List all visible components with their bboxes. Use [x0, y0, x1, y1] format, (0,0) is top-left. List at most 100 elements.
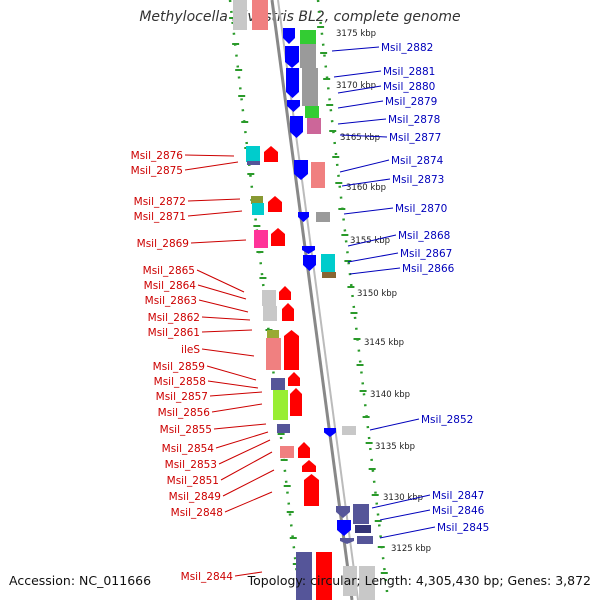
accession-text: Accession: NC_011666	[9, 573, 152, 588]
outer-dotted-ring	[316, 0, 390, 600]
plus-label-leader	[187, 198, 241, 202]
plus-gene-arrow	[298, 442, 310, 458]
minus-gene-arrow	[340, 538, 354, 544]
plus-label-leader	[220, 451, 273, 481]
minus-label-leader	[379, 509, 431, 521]
plus-gene-block	[266, 338, 281, 370]
plus-label-leader	[201, 316, 251, 321]
minus-label-leader	[333, 70, 382, 78]
minus-label-leader	[369, 418, 420, 431]
minus-gene-block	[305, 106, 319, 118]
plus-gene-label: Msil_2864	[144, 280, 197, 292]
minus-gene-arrow	[283, 28, 295, 44]
minus-gene-block	[355, 525, 371, 533]
plus-gene-label: Msil_2858	[154, 376, 206, 388]
minus-gene-label: Msil_2877	[389, 132, 441, 144]
plus-label-leader	[201, 348, 255, 357]
minus-gene-label: Msil_2845	[437, 522, 489, 534]
plus-label-leader	[187, 210, 243, 217]
minus-gene-arrow	[294, 160, 308, 180]
scale-tick-label: 3130 kbp	[383, 493, 423, 503]
minus-gene-label: Msil_2878	[388, 114, 440, 126]
plus-label-leader	[207, 380, 259, 389]
scale-tick-label: 3150 kbp	[357, 289, 397, 299]
minus-gene-arrow	[337, 520, 351, 536]
minus-label-leader	[379, 526, 436, 539]
minus-label-leader	[339, 134, 388, 138]
plus-label-leader	[196, 269, 245, 293]
plus-label-leader	[234, 571, 263, 577]
plus-label-leader	[197, 284, 247, 300]
backbone-line	[270, 0, 354, 600]
plus-label-leader	[201, 329, 253, 333]
plus-gene-block	[267, 330, 279, 338]
plus-gene-label: Msil_2863	[145, 295, 197, 307]
minus-label-leader	[347, 252, 399, 263]
plus-label-leader	[184, 154, 235, 157]
plus-gene-block	[271, 378, 285, 390]
minus-gene-block	[321, 254, 335, 272]
minus-gene-block	[316, 212, 330, 222]
scale-tick-label: 3165 kbp	[340, 133, 380, 143]
plus-gene-label: Msil_2876	[131, 150, 184, 162]
scale-tick-label: 3145 kbp	[364, 338, 404, 348]
minus-gene-block	[343, 566, 357, 596]
plus-label-leader	[184, 161, 239, 171]
plus-gene-arrow	[282, 303, 294, 321]
plus-gene-label: Msil_2865	[143, 265, 195, 277]
plus-gene-label: Msil_2855	[160, 424, 212, 436]
plus-gene-arrow	[264, 146, 278, 162]
plus-gene-block	[247, 161, 260, 165]
plus-gene-label: Msil_2872	[134, 196, 186, 208]
minus-gene-block	[322, 272, 336, 278]
scale-tick-label: 3125 kbp	[391, 544, 431, 554]
minus-label-leader	[337, 100, 384, 109]
scale-tick-label: 3140 kbp	[370, 390, 410, 400]
plus-gene-label: Msil_2857	[156, 391, 208, 403]
plus-label-leader	[209, 391, 263, 397]
scale-tick-label: 3135 kbp	[375, 442, 415, 452]
plus-gene-arrow	[284, 330, 299, 370]
scale-tick-label: 3160 kbp	[346, 183, 386, 193]
plus-gene-label: Msil_2851	[167, 475, 219, 487]
minus-label-leader	[343, 207, 394, 215]
plus-label-leader	[190, 239, 247, 244]
minus-gene-block	[311, 162, 325, 188]
plus-gene-arrow	[290, 388, 302, 416]
minus-gene-arrow	[290, 116, 303, 138]
plus-gene-label: Msil_2853	[165, 459, 217, 471]
minus-gene-label: Msil_2870	[395, 203, 447, 215]
minus-gene-label: Msil_2882	[381, 42, 433, 54]
plus-gene-label: Msil_2875	[131, 165, 183, 177]
minus-label-leader	[347, 234, 397, 247]
plus-gene-block	[316, 552, 332, 600]
plus-gene-block	[252, 0, 268, 30]
scale-tick-label: 3170 kbp	[336, 81, 376, 91]
plus-gene-arrow	[288, 372, 300, 386]
plus-gene-label: Msil_2848	[171, 507, 223, 519]
minus-gene-label: Msil_2868	[398, 230, 450, 242]
plus-gene-label: Msil_2849	[169, 491, 221, 503]
minus-gene-arrow	[298, 212, 309, 222]
minus-gene-block	[353, 504, 369, 524]
plus-label-leader	[211, 403, 263, 413]
plus-gene-block	[246, 146, 260, 162]
plus-gene-arrow	[279, 286, 291, 300]
minus-gene-block	[302, 68, 318, 106]
plus-gene-label: Msil_2856	[158, 407, 211, 419]
minus-label-leader	[339, 159, 390, 173]
minus-gene-label: Msil_2873	[392, 174, 444, 186]
plus-gene-block	[233, 0, 247, 30]
plus-gene-arrow	[271, 228, 285, 246]
minus-gene-label: Msil_2866	[402, 263, 455, 275]
minus-gene-label: Msil_2879	[385, 96, 437, 108]
plus-label-leader	[222, 469, 275, 497]
minus-gene-block	[359, 566, 375, 600]
minus-label-leader	[337, 85, 382, 94]
plus-label-leader	[224, 491, 273, 513]
minus-label-leader	[337, 118, 387, 125]
plus-gene-block	[254, 230, 268, 248]
plus-gene-label: Msil_2861	[148, 327, 200, 339]
plus-label-leader	[206, 365, 257, 381]
plus-gene-arrow	[302, 460, 316, 472]
